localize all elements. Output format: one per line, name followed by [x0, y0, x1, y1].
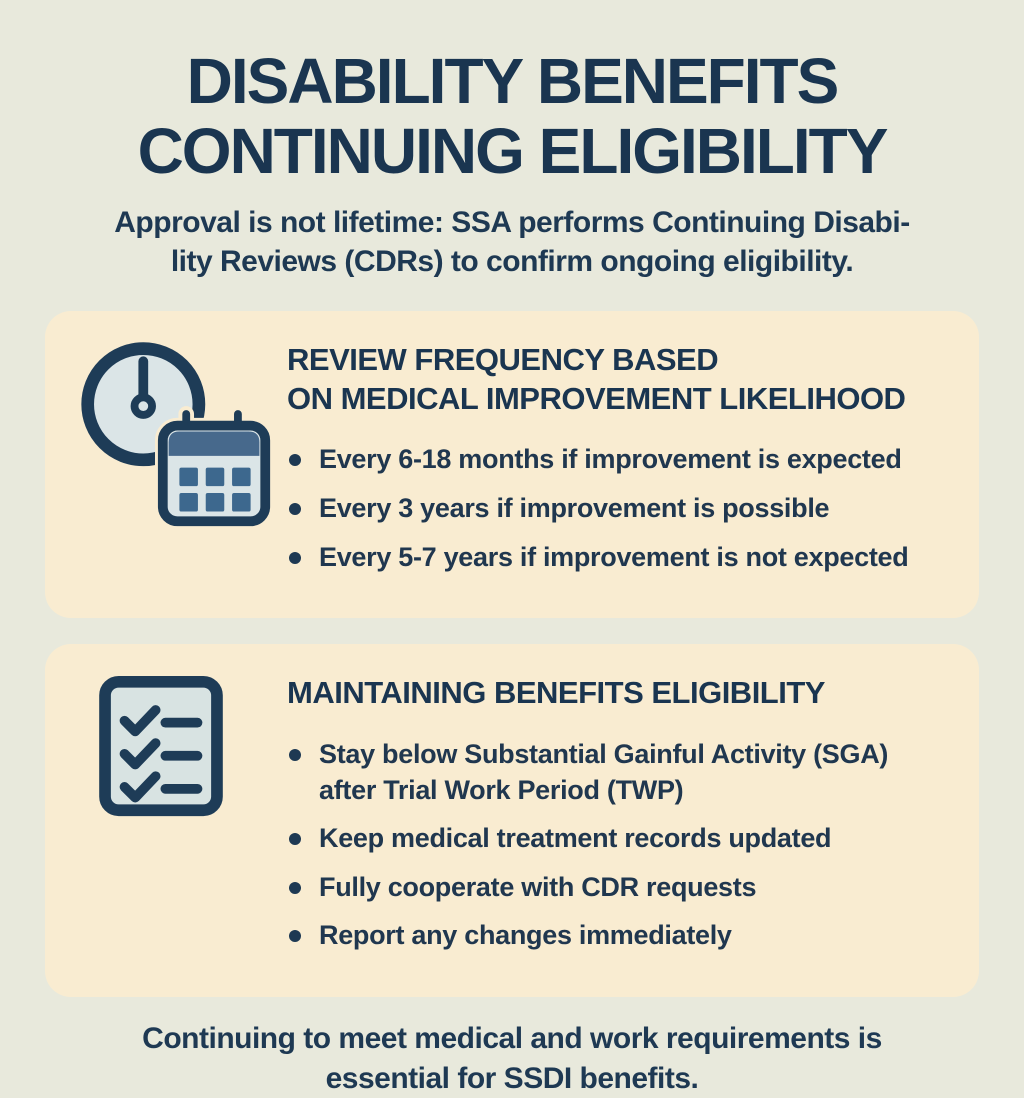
bullet-dot-icon — [289, 454, 301, 467]
bullet-dot-icon — [289, 930, 301, 943]
footer-note-line1: Continuing to meet medical and work requ… — [142, 1022, 882, 1056]
review-frequency-heading-line1: REVIEW FREQUENCY BASED — [287, 341, 719, 377]
footer-note-line2: essential for SSDI benefits. — [325, 1061, 699, 1095]
maintaining-eligibility-heading-line1: MAINTAINING BENEFITS ELIGIBILITY — [287, 675, 825, 711]
maintaining-eligibility-heading: MAINTAINING BENEFITS ELIGIBILITY — [287, 674, 945, 713]
infographic-page: DISABILITY BENEFITS CONTINUING ELIGIBILI… — [45, 46, 979, 1095]
maintaining-eligibility-icon-column — [75, 670, 287, 967]
bullet-dot-icon — [289, 502, 301, 515]
list-item: Every 5-7 years if improvement is not ex… — [287, 540, 945, 576]
bullet-dot-icon — [289, 833, 301, 846]
list-item-text: Fully cooperate with CDR requests — [319, 871, 757, 902]
list-item: Every 6-18 months if improvement is expe… — [287, 442, 945, 478]
review-frequency-heading: REVIEW FREQUENCY BASED ON MEDICAL IMPROV… — [287, 341, 945, 419]
list-item-text: Stay below Substantial Gainful Activity … — [319, 738, 889, 805]
bullet-dot-icon — [289, 551, 301, 564]
list-item-text: Every 5-7 years if improvement is not ex… — [319, 541, 909, 572]
list-item-text: Report any changes immediately — [319, 920, 732, 951]
page-subtitle-line2: lity Reviews (CDRs) to confirm ongoing e… — [170, 244, 854, 278]
review-frequency-icon-column — [75, 337, 287, 588]
review-frequency-heading-line2: ON MEDICAL IMPROVEMENT LIKELIHOOD — [287, 380, 906, 416]
review-frequency-content: REVIEW FREQUENCY BASED ON MEDICAL IMPROV… — [287, 337, 945, 588]
page-title-line2: CONTINUING ELIGIBILITY — [137, 115, 889, 188]
list-item: Every 3 years if improvement is possible — [287, 491, 945, 527]
list-item: Fully cooperate with CDR requests — [287, 870, 945, 906]
bullet-dot-icon — [289, 881, 301, 894]
checklist-icon — [99, 676, 223, 817]
page-title-line1: DISABILITY BENEFITS — [186, 45, 840, 117]
clock-calendar-icon — [81, 342, 274, 529]
page-subtitle: Approval is not lifetime: SSA performs C… — [45, 203, 979, 281]
footer-note: Continuing to meet medical and work requ… — [45, 1019, 979, 1098]
page-subtitle-line1: Approval is not lifetime: SSA performs C… — [114, 205, 910, 239]
review-frequency-list: Every 6-18 months if improvement is expe… — [287, 442, 945, 575]
list-item-text: Every 3 years if improvement is possible — [319, 492, 830, 523]
maintaining-eligibility-card: MAINTAINING BENEFITS ELIGIBILITY Stay be… — [45, 644, 979, 998]
list-item: Stay below Substantial Gainful Activity … — [287, 737, 945, 808]
page-title: DISABILITY BENEFITS CONTINUING ELIGIBILI… — [45, 46, 979, 187]
list-item: Keep medical treatment records updated — [287, 821, 945, 857]
bullet-dot-icon — [289, 748, 301, 761]
maintaining-eligibility-content: MAINTAINING BENEFITS ELIGIBILITY Stay be… — [287, 670, 945, 967]
maintaining-eligibility-list: Stay below Substantial Gainful Activity … — [287, 737, 945, 954]
list-item-text: Keep medical treatment records updated — [319, 823, 832, 854]
list-item-text: Every 6-18 months if improvement is expe… — [319, 444, 902, 475]
list-item: Report any changes immediately — [287, 918, 945, 954]
review-frequency-card: REVIEW FREQUENCY BASED ON MEDICAL IMPROV… — [45, 310, 979, 619]
